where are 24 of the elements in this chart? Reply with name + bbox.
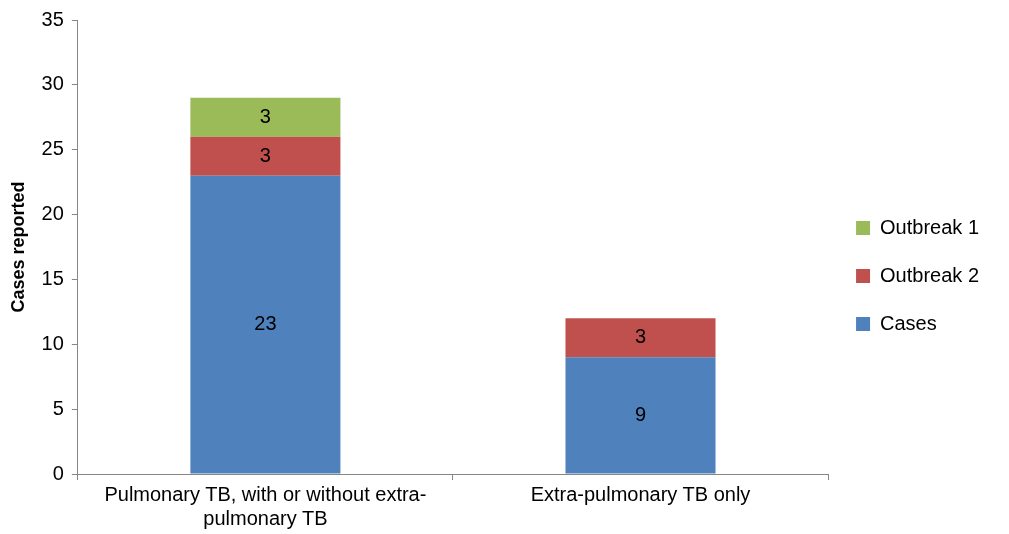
legend-label: Cases [880, 311, 937, 334]
y-tick-label: 15 [41, 266, 64, 289]
bar [565, 357, 716, 474]
data-label: 3 [634, 325, 647, 348]
data-label: 3 [259, 104, 271, 127]
legend-label: Outbreak 2 [880, 263, 980, 286]
bar [565, 318, 716, 358]
y-tick-label: 0 [52, 461, 64, 484]
bar [190, 175, 341, 474]
data-label: 9 [634, 402, 647, 425]
y-tick-label: 30 [41, 72, 64, 95]
y-tick-label: 20 [41, 202, 64, 225]
y-tick-label: 35 [41, 7, 64, 30]
bar [190, 136, 341, 176]
x-tick-label: Extra-pulmonary TB only [530, 482, 751, 505]
legend-label: Outbreak 1 [880, 215, 980, 238]
y-axis-title: Cases reported [7, 181, 28, 313]
y-tick-label: 25 [41, 137, 64, 160]
x-tick-label: Pulmonary TB, with or without extra-pulmonary TB [104, 482, 427, 529]
bar [190, 97, 341, 137]
data-label: 23 [254, 312, 277, 335]
data-label: 3 [259, 143, 271, 166]
y-tick-label: 5 [52, 396, 64, 419]
y-tick-label: 10 [41, 331, 64, 354]
